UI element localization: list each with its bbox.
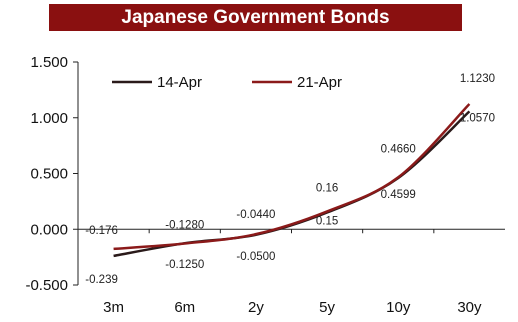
- data-label: -0.0440: [236, 209, 275, 221]
- data-label: -0.1280: [165, 220, 204, 232]
- y-tick-label: 0.000: [30, 221, 68, 238]
- data-label: 1.0570: [460, 112, 495, 124]
- data-label: 0.16: [316, 182, 338, 194]
- data-label: 1.1230: [460, 73, 495, 85]
- data-label: 0.4660: [381, 143, 416, 155]
- legend-label: 14-Apr: [157, 74, 202, 91]
- y-tick-label: 1.500: [30, 54, 68, 71]
- data-label: 0.4599: [381, 189, 416, 201]
- series-line-14-Apr: [113, 110, 471, 258]
- data-label: -0.239: [85, 274, 118, 286]
- series-line-21-Apr: [113, 103, 471, 251]
- x-tick-label: 30y: [457, 299, 482, 316]
- y-tick-label: -0.500: [25, 277, 68, 294]
- legend-label: 21-Apr: [297, 74, 342, 91]
- data-label: 0.15: [316, 216, 338, 228]
- x-tick-label: 6m: [174, 299, 195, 316]
- x-tick-label: 10y: [386, 299, 411, 316]
- data-label: -0.1250: [165, 259, 204, 271]
- y-tick-label: 1.000: [30, 110, 68, 127]
- data-label: -0.0500: [236, 251, 275, 263]
- x-tick-label: 3m: [103, 299, 124, 316]
- x-tick-label: 5y: [319, 299, 335, 316]
- data-label: -0.176: [85, 225, 118, 237]
- y-tick-label: 0.500: [30, 166, 68, 183]
- chart-title: Japanese Government Bonds: [49, 4, 462, 31]
- x-tick-label: 2y: [248, 299, 264, 316]
